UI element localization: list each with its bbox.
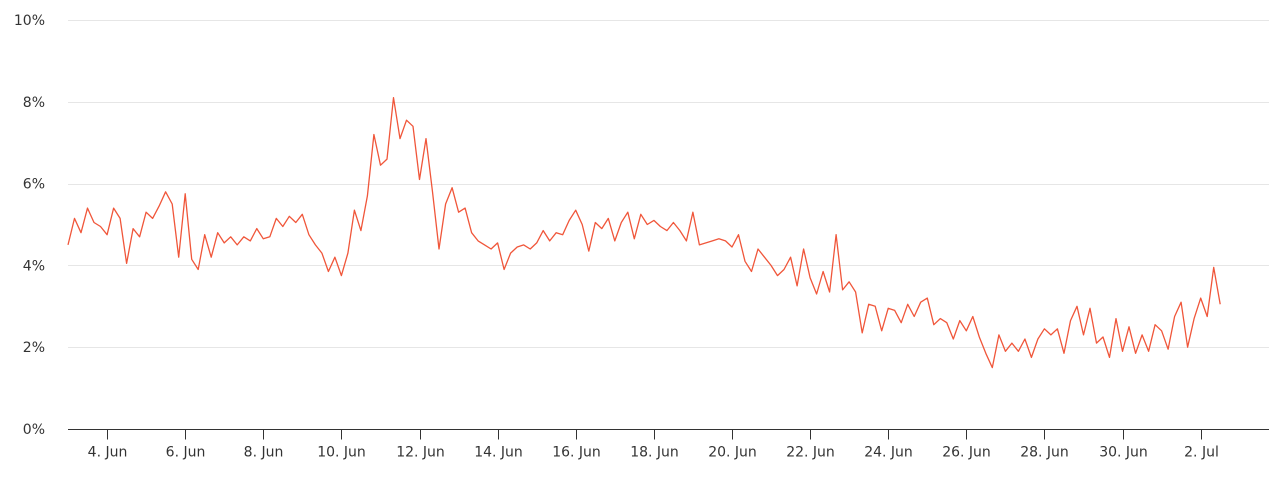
- x-tick-label: 26. Jun: [942, 445, 991, 461]
- x-tick-label: 8. Jun: [244, 445, 284, 461]
- x-tick-label: 16. Jun: [552, 445, 601, 461]
- y-tick-label: 10%: [14, 13, 45, 29]
- x-tick-label: 12. Jun: [396, 445, 445, 461]
- gridlines: [68, 20, 1269, 348]
- x-tick-label: 28. Jun: [1020, 445, 1069, 461]
- y-tick-label: 4%: [23, 258, 45, 274]
- y-axis: 0% 2% 4% 6% 8% 10%: [14, 13, 45, 438]
- x-tick-label: 22. Jun: [786, 445, 835, 461]
- y-tick-label: 0%: [23, 422, 45, 438]
- x-tick-label: 18. Jun: [630, 445, 679, 461]
- y-tick-label: 6%: [23, 177, 45, 193]
- x-tick-label: 30. Jun: [1099, 445, 1148, 461]
- x-tick-label: 4. Jun: [88, 445, 128, 461]
- series: [67, 97, 1221, 369]
- y-tick-label: 2%: [23, 340, 45, 356]
- x-tick-label: 14. Jun: [474, 445, 523, 461]
- x-tick-label: 20. Jun: [708, 445, 757, 461]
- x-tick-label: 6. Jun: [166, 445, 206, 461]
- y-tick-label: 8%: [23, 95, 45, 111]
- series-line: [67, 97, 1221, 369]
- x-axis: 4. Jun 6. Jun 8. Jun 10. Jun 12. Jun 14. Jun 1…: [68, 429, 1269, 461]
- x-tick-label: 24. Jun: [864, 445, 913, 461]
- x-tick-label: 2. Jul: [1184, 445, 1219, 461]
- x-tick-label: 10. Jun: [317, 445, 366, 461]
